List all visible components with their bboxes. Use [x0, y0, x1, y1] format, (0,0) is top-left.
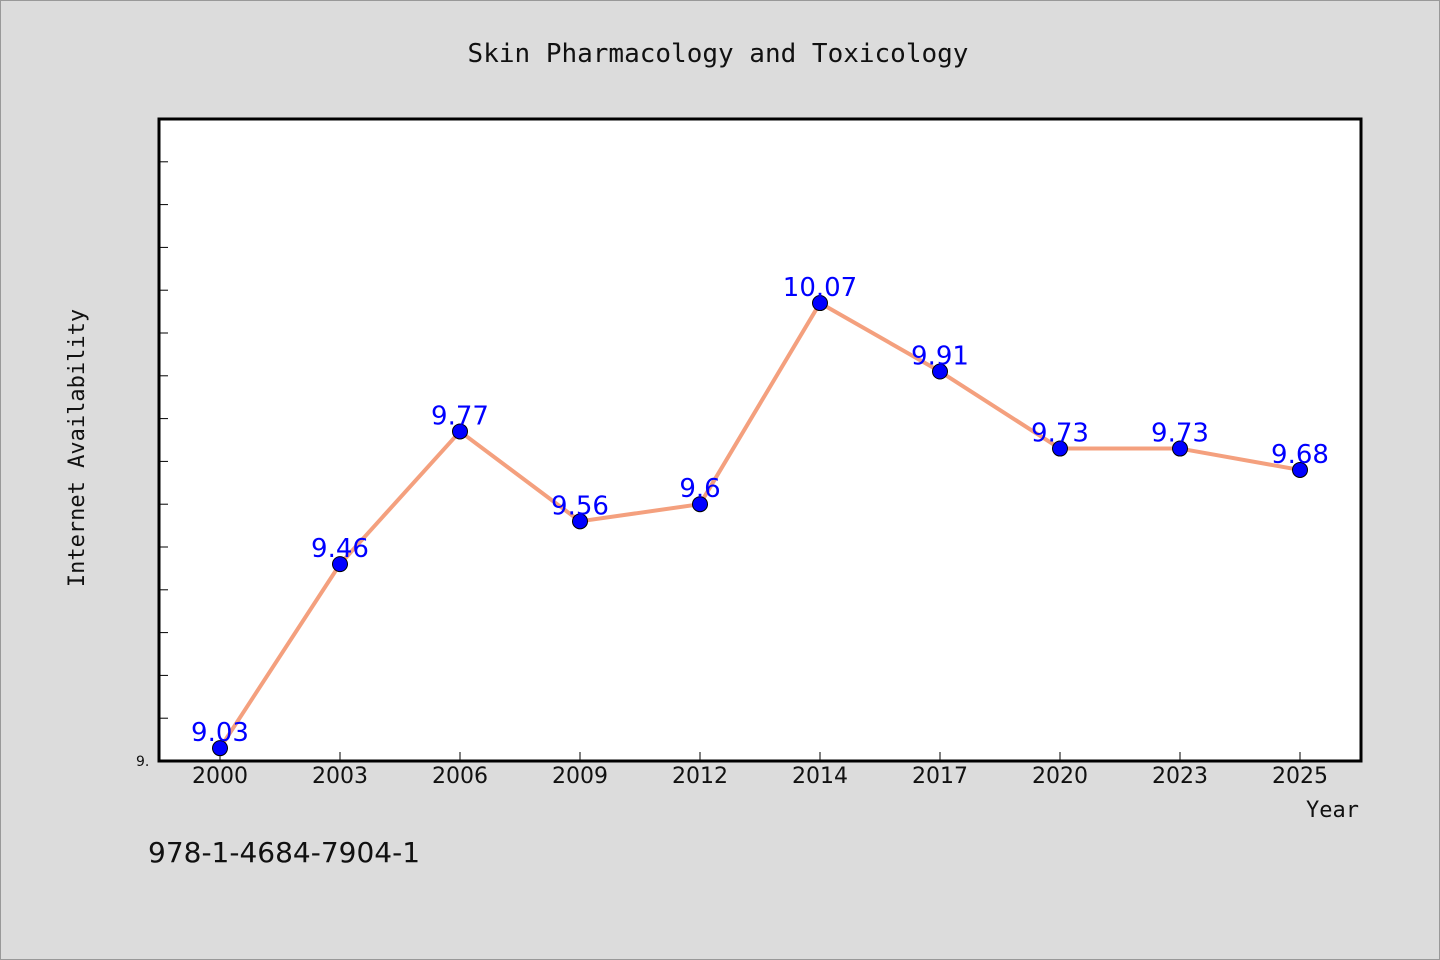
data-label: 9.46: [311, 534, 369, 564]
data-point: [452, 423, 468, 440]
x-axis-label: Year: [1306, 798, 1359, 823]
x-tick-label: 2014: [792, 764, 848, 789]
x-tick-label: 2025: [1272, 764, 1328, 789]
data-label: 9.6: [679, 474, 720, 504]
x-tick-label: 2000: [192, 764, 248, 789]
plot-area: [157, 117, 1363, 763]
x-tick-label: 2012: [672, 764, 728, 789]
x-tick-label: 2009: [552, 764, 608, 789]
data-label: 9.91: [911, 342, 969, 372]
chart-title: Skin Pharmacology and Toxicology: [468, 39, 969, 69]
x-tick-label: 2003: [312, 764, 368, 789]
x-axis-ticks: 2000 2003 2006 2009 2012 2014 2017 2020 2023 2025: [192, 752, 1328, 789]
data-point: [572, 513, 588, 530]
data-series: [212, 295, 1308, 757]
data-labels: 9.03 9.46 9.77 9.56 9.6 10.07 9.91 9.73 9.73 9.68: [191, 273, 1329, 748]
data-point: [1292, 461, 1308, 478]
x-tick-label: 2020: [1032, 764, 1088, 789]
data-point: [812, 295, 828, 312]
data-point: [692, 496, 708, 513]
data-label: 9.56: [551, 491, 609, 521]
data-label: 9.03: [191, 718, 249, 748]
data-label: 9.68: [1271, 440, 1329, 470]
data-label: 9.73: [1031, 419, 1089, 449]
x-tick-label: 2023: [1152, 764, 1208, 789]
isbn-footer: 978-1-4684-7904-1: [148, 836, 420, 869]
x-tick-label: 2006: [432, 764, 488, 789]
data-label: 9.77: [431, 401, 489, 431]
y-axis-label: Internet Availability: [65, 309, 90, 587]
data-point: [932, 363, 948, 380]
data-point: [1052, 440, 1068, 457]
data-point: [212, 740, 228, 757]
series-line: [218, 301, 1302, 751]
data-point: [332, 556, 348, 573]
y-axis-ticks: 9.: [136, 161, 168, 770]
data-label: 10.07: [783, 273, 857, 303]
y-tick-label: 9.: [136, 754, 149, 770]
data-label: 9.73: [1151, 419, 1209, 449]
x-tick-label: 2017: [912, 764, 968, 789]
data-point: [1172, 440, 1188, 457]
